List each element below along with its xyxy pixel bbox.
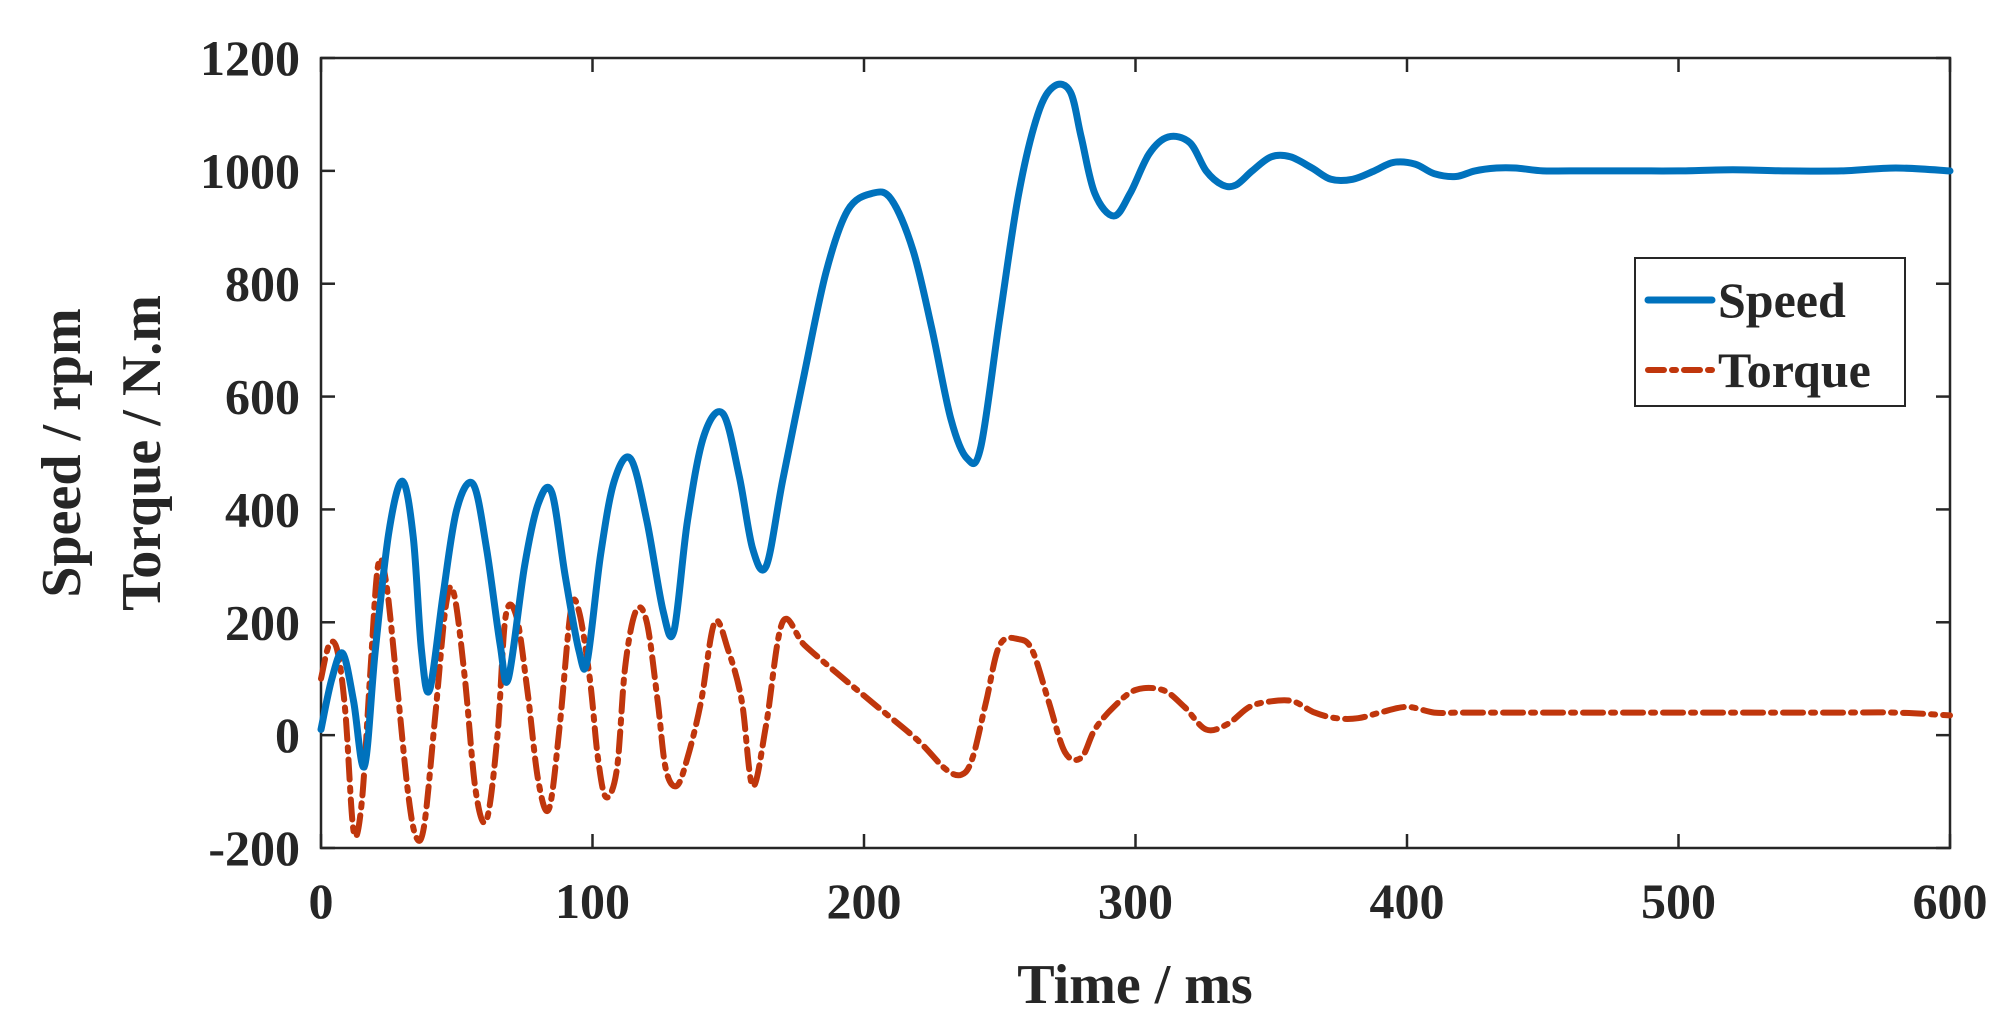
y-tick-label: 200	[225, 594, 300, 650]
x-tick-label: 500	[1641, 873, 1716, 929]
legend: Speed Torque	[1634, 257, 1906, 407]
axis-ticks: 0 100 200 300 400 500 600-20002004006008001000…	[200, 30, 1988, 929]
series-line-speed	[317, 80, 1954, 771]
legend-label-speed: Speed	[1718, 272, 1846, 328]
legend-label-torque: Torque	[1718, 342, 1871, 398]
y-tick-label: 1200	[200, 30, 300, 86]
series-line-torque	[318, 555, 1953, 844]
y-tick-label: 0	[275, 707, 300, 763]
plot-series	[317, 80, 1954, 844]
x-tick-label: 300	[1098, 873, 1173, 929]
x-tick-label: 600	[1913, 873, 1988, 929]
y-tick-label: 400	[225, 481, 300, 537]
y-tick-label: 800	[225, 256, 300, 312]
x-tick-label: 400	[1370, 873, 1445, 929]
x-tick-label: 200	[827, 873, 902, 929]
x-tick-label: 0	[309, 873, 334, 929]
y-tick-label: -200	[208, 820, 300, 876]
x-tick-label: 100	[555, 873, 630, 929]
x-axis-title: Time / ms	[1017, 954, 1252, 1016]
legend-box	[1634, 257, 1906, 407]
y-tick-label: 600	[225, 369, 300, 425]
y-axis-title-torque: Torque / N.m	[111, 295, 173, 611]
y-axis-title-speed: Speed / rpm	[31, 308, 93, 597]
y-tick-label: 1000	[200, 143, 300, 199]
